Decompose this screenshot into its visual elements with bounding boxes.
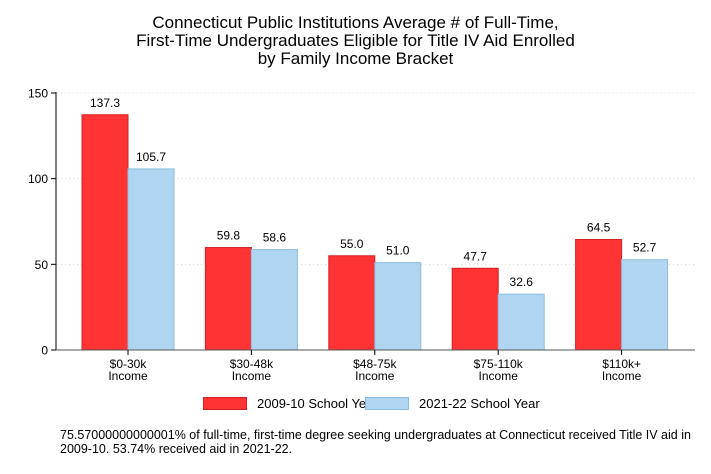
legend-swatch-2009-10 xyxy=(203,397,247,410)
x-tick-label: Income xyxy=(232,369,272,383)
data-label: 52.7 xyxy=(633,241,657,255)
data-label: 51.0 xyxy=(386,244,410,258)
bar xyxy=(497,293,545,351)
y-tick-label: 0 xyxy=(41,344,48,358)
chart-title-line-2: First-Time Undergraduates Eligible for T… xyxy=(136,31,575,50)
chart-title-line-1: Connecticut Public Institutions Average … xyxy=(152,13,559,32)
bar-chart: 0 50 100 150 137.3 59.8 55.0 47.7 64.5 105.7 58.6 5… xyxy=(28,87,695,383)
data-label: 32.6 xyxy=(510,275,534,289)
data-label: 105.7 xyxy=(136,150,166,164)
y-tick-label: 100 xyxy=(28,172,48,186)
data-label: 137.3 xyxy=(90,96,120,110)
legend-label-2021-22: 2021-22 School Year xyxy=(419,396,540,411)
data-label: 47.7 xyxy=(464,249,488,263)
x-tick-label: $30-48k xyxy=(230,357,274,371)
x-tick-label: $0-30k xyxy=(110,357,148,371)
bar xyxy=(374,262,422,351)
x-tick-label: Income xyxy=(479,369,519,383)
y-tick-label: 50 xyxy=(35,258,49,272)
bar xyxy=(204,247,252,351)
x-tick-label: Income xyxy=(355,369,395,383)
bar xyxy=(81,114,129,351)
x-tick-label: $75-110k xyxy=(474,357,524,371)
data-label: 58.6 xyxy=(263,231,287,245)
chart-title: Connecticut Public Institutions Average … xyxy=(0,14,711,68)
legend-item-2009-10: 2009-10 School Year xyxy=(203,396,378,411)
bar xyxy=(250,249,298,351)
data-label: 59.8 xyxy=(217,229,241,243)
chart-title-line-3: by Family Income Bracket xyxy=(257,49,454,68)
bar xyxy=(127,168,175,351)
footnote: 75.57000000000001% of full-time, first-t… xyxy=(60,428,691,456)
legend-item-2021-22: 2021-22 School Year xyxy=(365,396,540,411)
bar xyxy=(451,267,499,351)
data-label: 64.5 xyxy=(587,220,611,234)
data-label: 55.0 xyxy=(340,237,364,251)
x-tick-label: Income xyxy=(108,369,148,383)
legend-swatch-2021-22 xyxy=(365,397,409,410)
y-tick-label: 150 xyxy=(28,87,48,101)
x-tick-label: $110k+ xyxy=(602,357,641,371)
legend: 2009-10 School Year 2021-22 School Year xyxy=(0,396,711,416)
x-tick-label: Income xyxy=(602,369,642,383)
bar xyxy=(328,255,376,351)
legend-label-2009-10: 2009-10 School Year xyxy=(257,396,378,411)
x-tick-label: $48-75k xyxy=(353,357,397,371)
bar xyxy=(575,238,623,351)
bar xyxy=(621,259,669,351)
